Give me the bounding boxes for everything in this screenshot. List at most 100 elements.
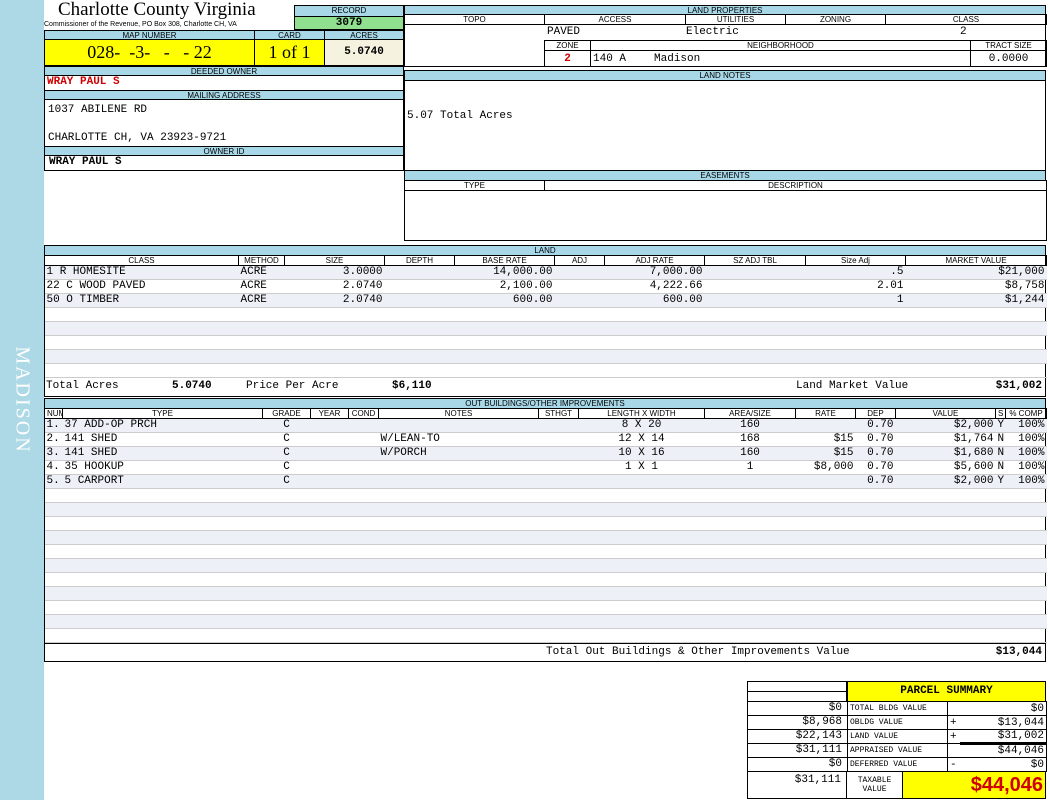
land-cell — [384, 321, 455, 336]
outbuilding-cell — [262, 614, 311, 629]
outbuilding-col-header: S — [995, 408, 1006, 419]
land-cell — [604, 363, 705, 378]
outbuilding-cell — [538, 446, 579, 461]
outbuilding-cell — [895, 614, 996, 629]
outbuilding-cell — [538, 614, 579, 629]
land-cell — [704, 335, 806, 350]
outbuilding-cell — [262, 502, 311, 517]
outbuilding-cell — [578, 516, 705, 531]
outbuilding-cell — [855, 502, 896, 517]
land-col-header: Size Adj — [805, 255, 906, 266]
land-row — [44, 349, 1047, 364]
outbuilding-cell — [895, 628, 996, 643]
outbuilding-cell — [795, 530, 856, 545]
land-cell: $21,000 — [905, 265, 1047, 280]
outbuilding-row — [44, 558, 1047, 573]
county-title: Charlotte County Virginia — [58, 0, 256, 20]
outbuilding-cell — [262, 544, 311, 559]
neighborhood-code: 140 A — [593, 52, 627, 65]
land-cell — [44, 307, 239, 322]
outbuilding-cell — [578, 502, 705, 517]
outbuilding-cell: $1,764 — [895, 432, 996, 447]
outbuilding-cell — [578, 628, 705, 643]
outbuilding-cell — [44, 586, 63, 601]
outbuilding-cell — [378, 530, 539, 545]
outbuilding-cell — [704, 516, 796, 531]
taxable-value-label: TAXABLE VALUE — [846, 771, 903, 799]
outbuilding-row: 1. 37 ADD-OP PRCH C 8 X 20 160 0.70 $2,000 Y 100… — [44, 418, 1047, 433]
outbuilding-cell — [995, 600, 1006, 615]
outbuilding-cell: C — [262, 474, 311, 489]
outbuilding-cell — [795, 544, 856, 559]
outbuilding-cell — [1005, 558, 1047, 573]
outbuilding-cell — [44, 516, 63, 531]
land-row — [44, 335, 1047, 350]
outbuilding-cell — [378, 474, 539, 489]
outbuilding-col-header: AREA/SIZE — [704, 408, 796, 419]
outbuilding-cell — [704, 488, 796, 503]
summary-label: DEFERRED VALUE — [847, 757, 948, 772]
acres-value: 5.0740 — [324, 39, 404, 66]
zone-table: ZONE NEIGHBORHOOD TRACT SIZE 2 140 A Madison… — [544, 40, 1047, 67]
outbuilding-cell — [895, 600, 996, 615]
land-cell — [805, 349, 906, 364]
outbuilding-cell — [795, 600, 856, 615]
outbuilding-cell — [538, 432, 579, 447]
outbuilding-cell — [1005, 572, 1047, 587]
outbuilding-cell — [1005, 614, 1047, 629]
outbuilding-cell — [310, 600, 349, 615]
outbuilding-cell: N — [995, 460, 1006, 475]
outbuilding-cell — [795, 418, 856, 433]
outbuilding-cell — [348, 572, 379, 587]
summary-value: $13,044 — [959, 715, 1047, 730]
outbuilding-cell: 10 X 16 — [578, 446, 705, 461]
outbuilding-cell — [262, 516, 311, 531]
land-cell — [604, 349, 705, 364]
land-col-header: ADJ RATE — [604, 255, 705, 266]
outbuilding-cell: 8 X 20 — [578, 418, 705, 433]
outbuilding-cell — [44, 544, 63, 559]
land-cell — [284, 363, 385, 378]
land-row — [44, 307, 1047, 322]
land-cell: 2.0740 — [284, 293, 385, 308]
outbuildings-table: NUMTYPEGRADEYEARCONDNOTESSTHGTLENGTH X W… — [44, 408, 1047, 643]
outbuilding-cell — [895, 572, 996, 587]
zone-value: 2 — [544, 50, 591, 67]
land-cell — [284, 321, 385, 336]
outbuilding-cell — [44, 558, 63, 573]
land-cell — [454, 321, 555, 336]
parcel-summary-table: $0 TOTAL BLDG VALUE $0 $8,968 OBLDG VALUE + $1… — [747, 701, 1047, 772]
outbuilding-row — [44, 614, 1047, 629]
outbuilding-cell — [62, 558, 263, 573]
outbuilding-cell — [310, 544, 349, 559]
outbuilding-cell — [855, 544, 896, 559]
utilities-label: UTILITIES — [685, 14, 786, 25]
outbuilding-cell — [538, 530, 579, 545]
land-cell — [384, 349, 455, 364]
land-col-header: SZ ADJ TBL — [704, 255, 806, 266]
outbuilding-col-header: NUM — [44, 408, 63, 419]
land-cell — [905, 349, 1047, 364]
easement-description-label: DESCRIPTION — [544, 180, 1047, 191]
land-table: CLASS METHOD SIZE DEPTH BASE RATE ADJ ADJ RATE… — [44, 255, 1047, 378]
land-cell — [554, 279, 605, 294]
outbuilding-cell: N — [995, 432, 1006, 447]
land-cell — [554, 363, 605, 378]
land-cell — [704, 293, 806, 308]
land-cell — [604, 321, 705, 336]
outbuilding-cell: 100% — [1005, 432, 1047, 447]
outbuildings-total-row: Total Out Buildings & Other Improvements… — [44, 643, 1046, 661]
outbuilding-cell — [855, 558, 896, 573]
outbuilding-col-header: DEP — [855, 408, 896, 419]
land-cell — [554, 335, 605, 350]
outbuilding-row — [44, 600, 1047, 615]
land-properties-header: TOPO ACCESS UTILITIES ZONING CLASS — [404, 14, 1047, 25]
outbuilding-cell — [895, 558, 996, 573]
land-cell: 1 R HOMESITE — [44, 265, 239, 280]
outbuilding-cell — [348, 418, 379, 433]
outbuilding-cell: 4. — [44, 460, 63, 475]
land-cell — [44, 349, 239, 364]
outbuilding-cell: C — [262, 446, 311, 461]
outbuilding-cell — [310, 558, 349, 573]
outbuilding-cell: 5. — [44, 474, 63, 489]
